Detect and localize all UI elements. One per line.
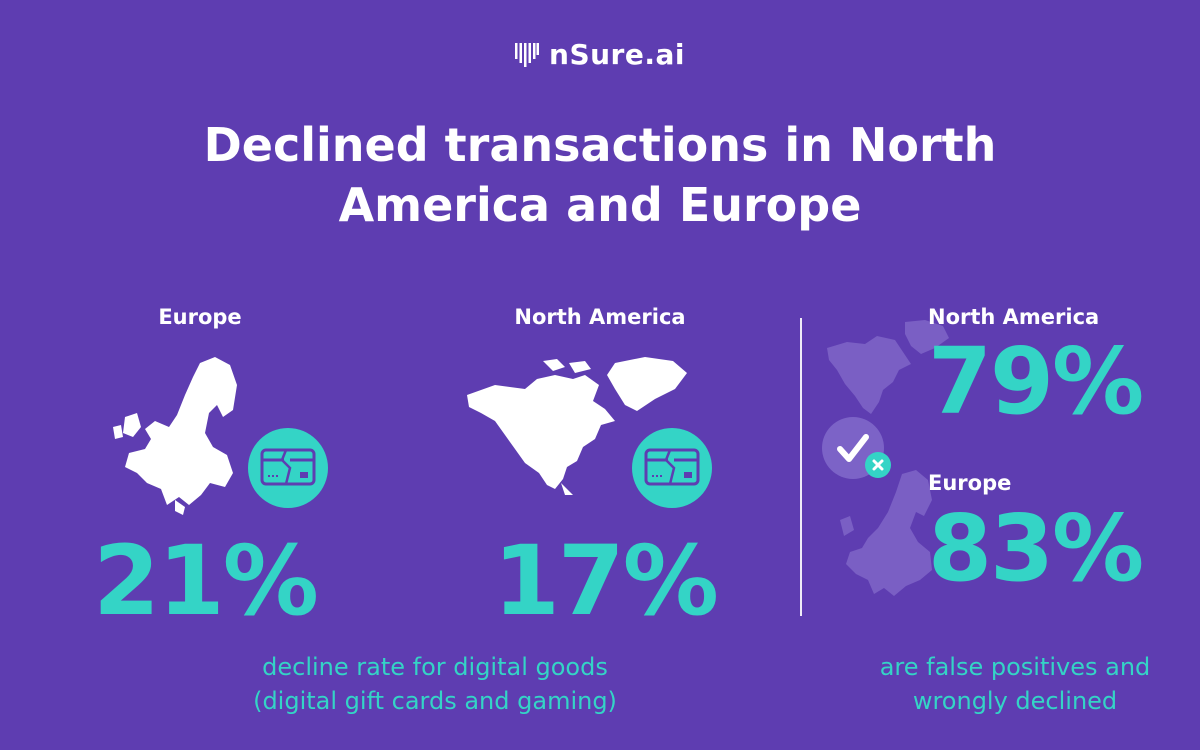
north-america-label: North America <box>514 305 686 329</box>
barcode-logo-icon <box>515 42 540 67</box>
north-america-map-icon <box>467 357 687 495</box>
europe-decline-percent: 21% <box>93 525 319 637</box>
section-divider <box>800 318 802 616</box>
europe-false-positive-percent: 83% <box>928 495 1144 602</box>
decline-rate-caption: decline rate for digital goods (digital … <box>200 650 670 718</box>
false-positive-caption: are false positives and wrongly declined <box>860 650 1170 718</box>
x-icon <box>865 452 891 478</box>
close-icon <box>872 459 884 471</box>
page-title: Declined transactions in North America a… <box>0 115 1200 235</box>
europe-ghost-map-icon <box>840 470 932 596</box>
logo-text: nSure.ai <box>549 38 685 71</box>
europe-map-icon <box>113 357 237 515</box>
right-caption-line-1: are false positives and <box>879 653 1151 681</box>
title-line-1: Declined transactions in North <box>203 118 997 172</box>
title-line-2: America and Europe <box>338 178 862 232</box>
caption-line-1: decline rate for digital goods <box>262 653 608 681</box>
declined-card-icon-north-america <box>632 428 712 508</box>
right-europe-label: Europe <box>928 471 1012 495</box>
north-america-decline-percent: 17% <box>493 525 719 637</box>
right-caption-line-2: wrongly declined <box>912 687 1118 715</box>
declined-card-icon <box>644 448 700 486</box>
right-north-america-label: North America <box>928 305 1100 329</box>
north-america-false-positive-percent: 79% <box>928 328 1144 435</box>
europe-label: Europe <box>158 305 242 329</box>
checkmark-icon <box>837 434 869 462</box>
declined-card-icon <box>260 448 316 486</box>
declined-card-icon-europe <box>248 428 328 508</box>
brand-logo: nSure.ai <box>0 38 1200 71</box>
caption-line-2: (digital gift cards and gaming) <box>253 687 617 715</box>
north-america-ghost-map-icon <box>827 320 949 414</box>
